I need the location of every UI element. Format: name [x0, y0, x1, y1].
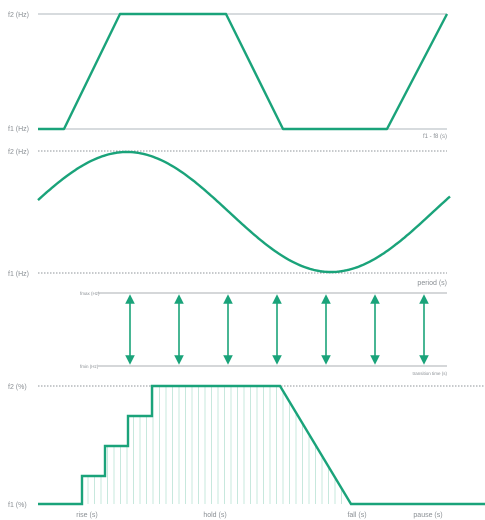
fall-label: fall (s) [347, 512, 366, 519]
f1-label: f1 (%) [8, 502, 27, 509]
hold-hatching [87, 386, 342, 504]
fmin-label: fmin (Hz) [80, 364, 99, 369]
f1-label: f1 (Hz) [8, 126, 29, 133]
period-axis-label: period (s) [417, 280, 447, 287]
panel-sweep: f2 (Hz) f1 (Hz) f1 - f8 (s) [8, 12, 449, 140]
f2-label: f2 (Hz) [8, 12, 29, 19]
f2-label: f2 (%) [8, 384, 27, 391]
sweep-waveform [38, 12, 449, 131]
pause-label: pause (s) [413, 512, 442, 519]
panel-transition: fmax (Hz) fmin (Hz) transition time (s) [80, 291, 447, 376]
sine-waveform [37, 150, 451, 274]
time-axis-label: f1 - f8 (s) [423, 134, 447, 140]
transition-axis-label: transition time (s) [412, 371, 447, 376]
panel-sine: f2 (Hz) f1 (Hz) period (s) [8, 149, 451, 287]
transition-arrows [125, 294, 429, 365]
f2-label: f2 (Hz) [8, 149, 29, 156]
step-waveform [38, 384, 485, 506]
panel-steps: f2 (%) f1 (%) rise (s) hold (s) fall (s)… [8, 384, 485, 519]
rise-label: rise (s) [76, 512, 97, 519]
fmax-label: fmax (Hz) [80, 291, 100, 296]
hold-label: hold (s) [203, 512, 226, 519]
f1-label: f1 (Hz) [8, 271, 29, 278]
